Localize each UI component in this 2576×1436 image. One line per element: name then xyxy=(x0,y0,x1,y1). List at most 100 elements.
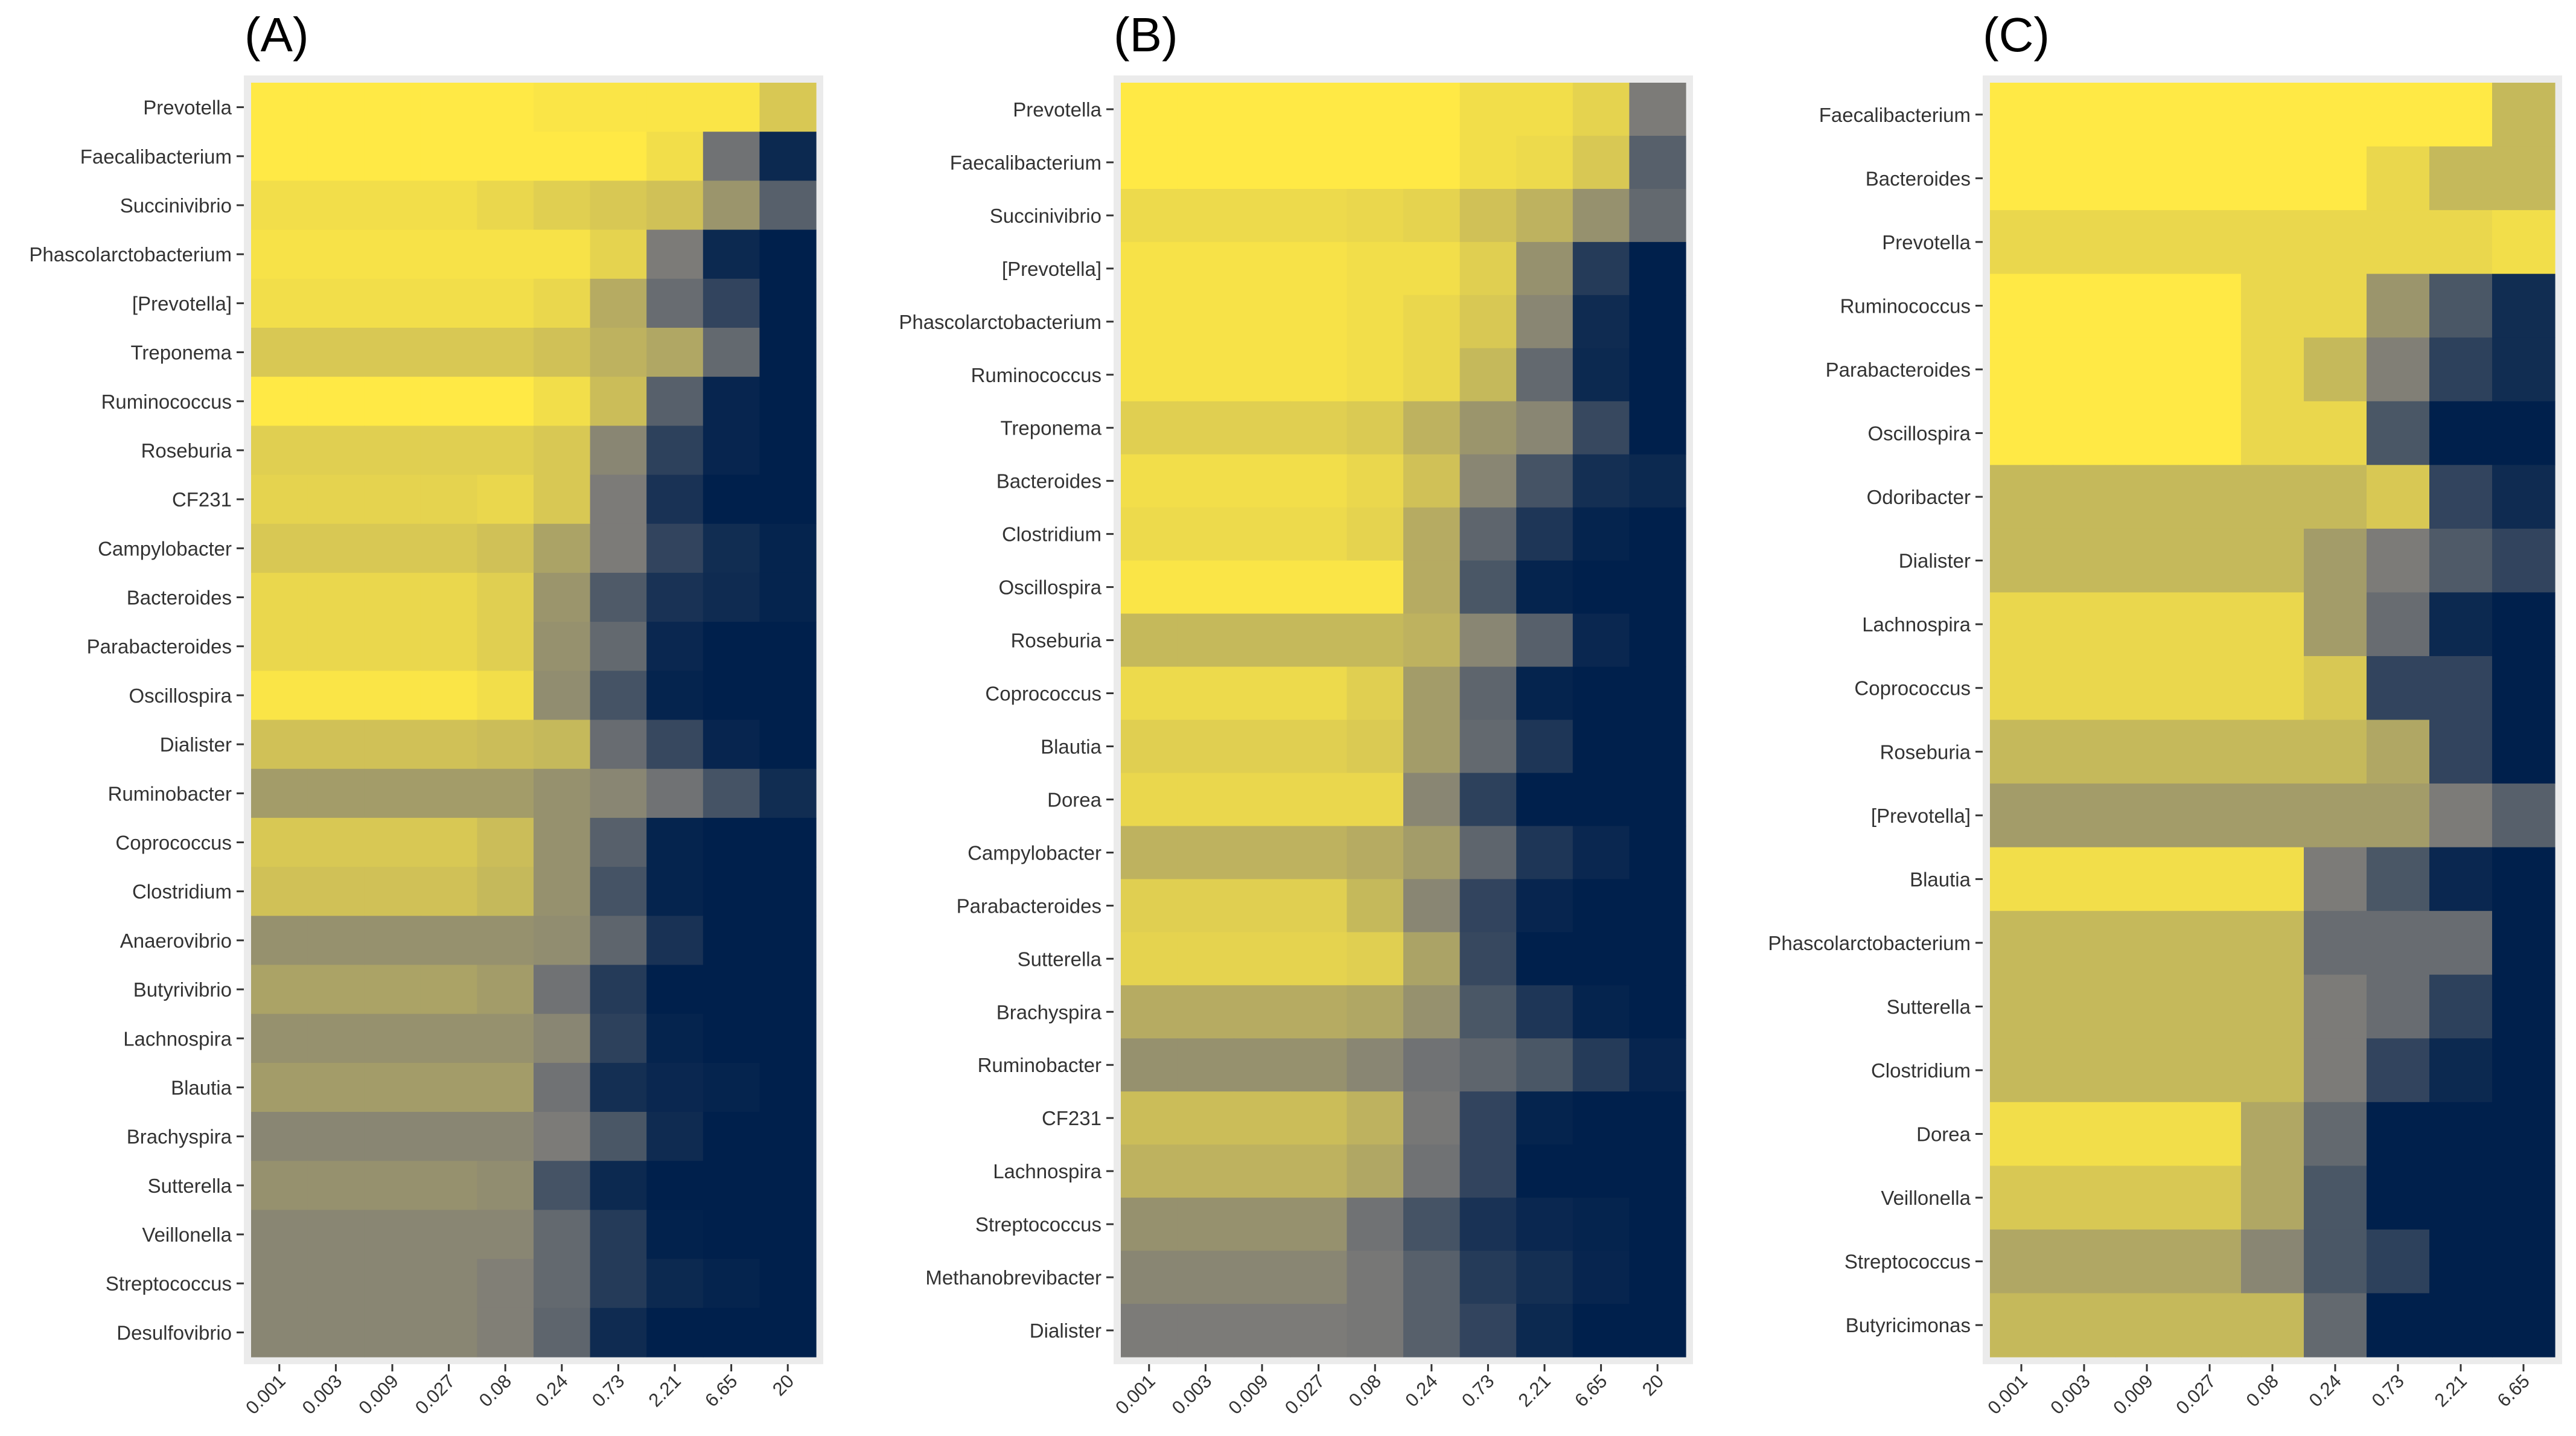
heatmap-cell xyxy=(477,867,534,916)
heatmap-cell xyxy=(2367,146,2430,211)
heatmap-cell xyxy=(1459,879,1517,933)
heatmap-cell xyxy=(1234,454,1291,508)
heatmap-cell xyxy=(251,768,308,819)
heatmap-cell xyxy=(1403,295,1461,349)
heatmap-panel-1: (A) Prevotella Faecalibacterium Succinivibr… xyxy=(29,8,823,1418)
y-tick-label: Ruminococcus xyxy=(971,364,1101,386)
heatmap-cell xyxy=(2492,783,2555,848)
heatmap-cell xyxy=(1121,985,1178,1039)
heatmap-cell xyxy=(2304,401,2367,465)
heatmap-cell xyxy=(1121,826,1178,879)
heatmap-cell xyxy=(1572,135,1630,190)
heatmap-cell xyxy=(646,1210,704,1260)
y-tick-label: Roseburia xyxy=(141,439,232,462)
heatmap-cell xyxy=(759,132,817,181)
heatmap-cell xyxy=(420,1307,477,1358)
heatmap-cell xyxy=(307,132,365,181)
heatmap-cell xyxy=(251,867,308,916)
heatmap-cell xyxy=(1990,1038,2053,1103)
y-tick-label: Oscillospira xyxy=(998,576,1101,599)
heatmap-cell xyxy=(1177,1251,1234,1304)
heatmap-cell xyxy=(307,83,365,132)
heatmap-cell xyxy=(1990,146,2053,211)
heatmap-cell xyxy=(251,474,308,525)
y-tick-label: CF231 xyxy=(1042,1107,1101,1129)
heatmap-cell xyxy=(477,426,534,476)
heatmap-cell xyxy=(2178,210,2242,275)
heatmap-cell xyxy=(2429,592,2493,657)
heatmap-cell xyxy=(1990,273,2053,338)
heatmap-cell xyxy=(2429,337,2493,402)
heatmap-cell xyxy=(2241,1293,2304,1358)
heatmap-cell xyxy=(1347,1091,1404,1145)
heatmap-cell xyxy=(1347,295,1404,349)
heatmap-cell xyxy=(477,1210,534,1260)
heatmap-cell xyxy=(759,622,817,671)
heatmap-cell xyxy=(1234,773,1291,827)
heatmap-cell xyxy=(420,965,477,1015)
heatmap-cell xyxy=(251,671,308,721)
heatmap-cell xyxy=(364,867,421,916)
heatmap-cell xyxy=(477,377,534,426)
heatmap-cell xyxy=(1990,1293,2053,1358)
heatmap-cell xyxy=(759,426,817,476)
y-tick-label: Phascolarctobacterium xyxy=(1768,932,1971,954)
y-tick-label: Roseburia xyxy=(1011,630,1102,652)
heatmap-cell xyxy=(2178,1102,2242,1166)
heatmap-cell xyxy=(1290,773,1347,827)
y-tick-label: Lachnospira xyxy=(123,1027,232,1050)
heatmap-cell xyxy=(2241,1166,2304,1230)
heatmap-cell xyxy=(1629,1144,1686,1198)
heatmap-cell xyxy=(2178,1293,2242,1358)
heatmap-cell xyxy=(1572,401,1630,455)
y-tick-label: [Prevotella] xyxy=(132,292,232,314)
heatmap-cell xyxy=(1234,401,1291,455)
heatmap-cell xyxy=(590,426,647,476)
heatmap-cell xyxy=(2492,1166,2555,1230)
y-tick-label: Treponema xyxy=(130,342,232,364)
heatmap-cell xyxy=(307,1210,365,1260)
heatmap-cell xyxy=(2115,210,2179,275)
heatmap-cell xyxy=(646,1307,704,1358)
heatmap-cell xyxy=(1990,847,2053,911)
heatmap-cell xyxy=(590,1307,647,1358)
heatmap-cell xyxy=(2367,1102,2430,1166)
heatmap-cell xyxy=(477,523,534,573)
heatmap-cell xyxy=(364,132,421,181)
heatmap-cell xyxy=(646,768,704,819)
heatmap-cell xyxy=(759,83,817,132)
heatmap-cell xyxy=(2178,83,2242,147)
heatmap-cell xyxy=(1234,241,1291,296)
heatmap-cell xyxy=(1403,188,1461,243)
heatmap-cell xyxy=(1234,879,1291,933)
heatmap-cell xyxy=(1121,241,1178,296)
heatmap-cell xyxy=(364,768,421,819)
heatmap-cell xyxy=(307,180,365,231)
heatmap-cell xyxy=(2241,146,2304,211)
heatmap-cell xyxy=(307,278,365,328)
heatmap-cell xyxy=(759,671,817,721)
heatmap-cell xyxy=(2053,146,2116,211)
heatmap-cell xyxy=(1177,773,1234,827)
heatmap-cell xyxy=(1121,454,1178,508)
heatmap-cell xyxy=(703,1210,760,1260)
heatmap-cell xyxy=(2367,401,2430,465)
heatmap-cell xyxy=(759,916,817,966)
heatmap-cell xyxy=(420,622,477,671)
heatmap-cell xyxy=(1177,826,1234,879)
heatmap-cell xyxy=(1459,507,1517,561)
heatmap-cell xyxy=(1290,613,1347,668)
heatmap-cell xyxy=(420,867,477,916)
heatmap-cell xyxy=(1990,911,2053,975)
heatmap-cell xyxy=(1121,932,1178,986)
heatmap-cell xyxy=(646,671,704,721)
heatmap-cell xyxy=(759,720,817,770)
heatmap-cell xyxy=(420,377,477,426)
heatmap-cell xyxy=(2053,528,2116,593)
y-tick-label: Faecalibacterium xyxy=(950,152,1101,174)
x-tick-label: 0.027 xyxy=(411,1370,459,1418)
heatmap-cell xyxy=(2367,1038,2430,1103)
heatmap-cell xyxy=(759,572,817,622)
heatmap-cell xyxy=(759,1161,817,1211)
heatmap-cell xyxy=(1347,507,1404,561)
